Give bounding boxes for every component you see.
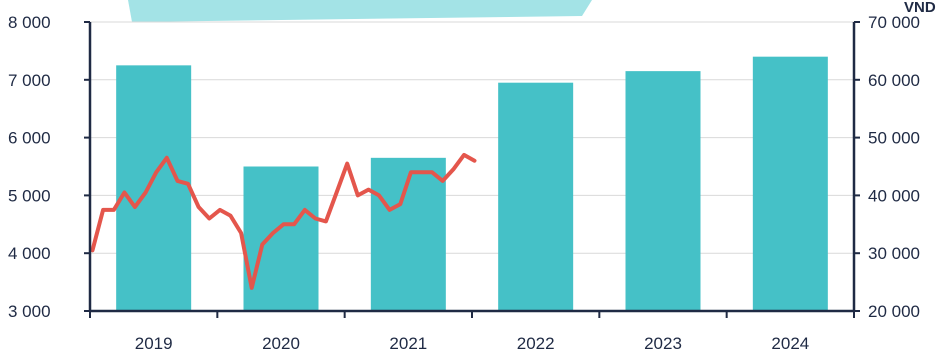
y2-tick-label: 30 000 — [868, 244, 920, 263]
y2-tick-label: 70 000 — [868, 13, 920, 32]
y-tick-label: 3 000 — [8, 302, 51, 321]
x-tick-label: 2023 — [644, 334, 682, 353]
x-tick-label: 2024 — [771, 334, 809, 353]
y-tick-label: 5 000 — [8, 186, 51, 205]
y-tick-label: 7 000 — [8, 71, 51, 90]
tick-labels: 3 000 4 000 5 000 6 000 7 000 8 000 20 000 30 0… — [8, 13, 920, 353]
y2-tick-label: 50 000 — [868, 129, 920, 148]
bars — [116, 56, 828, 312]
y2-tick-label: 60 000 — [868, 71, 920, 90]
x-tick-label: 2022 — [517, 334, 555, 353]
y-tick-label: 6 000 — [8, 129, 51, 148]
x-tick-label: 2019 — [135, 334, 173, 353]
bar-2023 — [625, 71, 701, 311]
bar-2020 — [243, 166, 319, 311]
bar-2019 — [116, 65, 192, 311]
title-banner — [128, 0, 592, 22]
bar-2022 — [498, 82, 574, 311]
bar-2024 — [752, 56, 828, 312]
y2-tick-label: 20 000 — [868, 302, 920, 321]
price-line — [90, 152, 477, 290]
axes — [84, 21, 860, 318]
gridlines — [90, 21, 854, 254]
x-tick-label: 2021 — [389, 334, 427, 353]
x-tick-label: 2020 — [262, 334, 300, 353]
price-line-path — [90, 152, 477, 290]
y2-tick-label: 40 000 — [868, 186, 920, 205]
y-tick-label: 4 000 — [8, 244, 51, 263]
y-tick-label: 8 000 — [8, 13, 51, 32]
right-axis-unit: VND — [904, 0, 936, 16]
